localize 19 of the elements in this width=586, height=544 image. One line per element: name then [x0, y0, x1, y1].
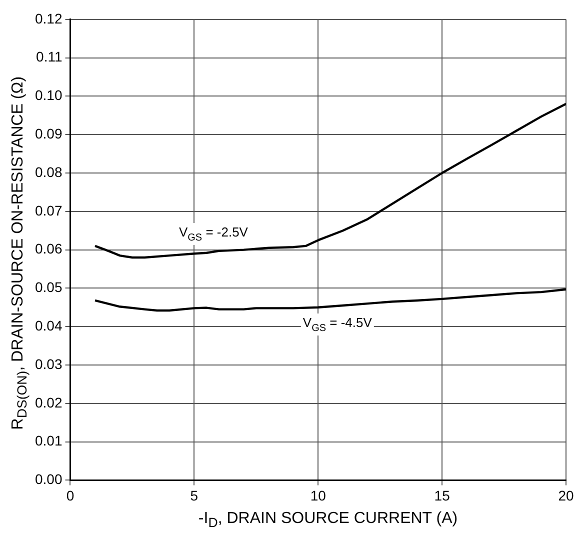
y-tick-label: 0.12: [35, 10, 62, 26]
y-tick-label: 0.08: [35, 164, 62, 180]
y-tick-label: 0.11: [36, 48, 62, 65]
y-tick-label: 0.01: [35, 432, 62, 449]
y-tick-label: 0.04: [35, 317, 62, 334]
y-tick-label: 0.06: [35, 240, 62, 257]
x-tick-label: 20: [558, 487, 574, 504]
y-tick-label: 0.03: [35, 356, 62, 372]
y-tick-label: 0.10: [35, 87, 62, 104]
x-tick-label: 5: [190, 487, 198, 504]
x-tick-label: 0: [66, 487, 74, 504]
y-tick-label: 0.09: [35, 125, 62, 142]
y-tick-label: 0.02: [35, 394, 62, 410]
y-tick-label: 0.05: [35, 279, 62, 296]
x-axis-title: -I$_{D}$, DRAIN SOURCE CURRENT (A): [197, 510, 459, 530]
y-tick-label: 0.07: [35, 202, 62, 218]
x-tick-label: 15: [434, 487, 450, 504]
x-tick-label: 10: [310, 487, 326, 504]
y-tick-label: 0.00: [35, 471, 62, 488]
